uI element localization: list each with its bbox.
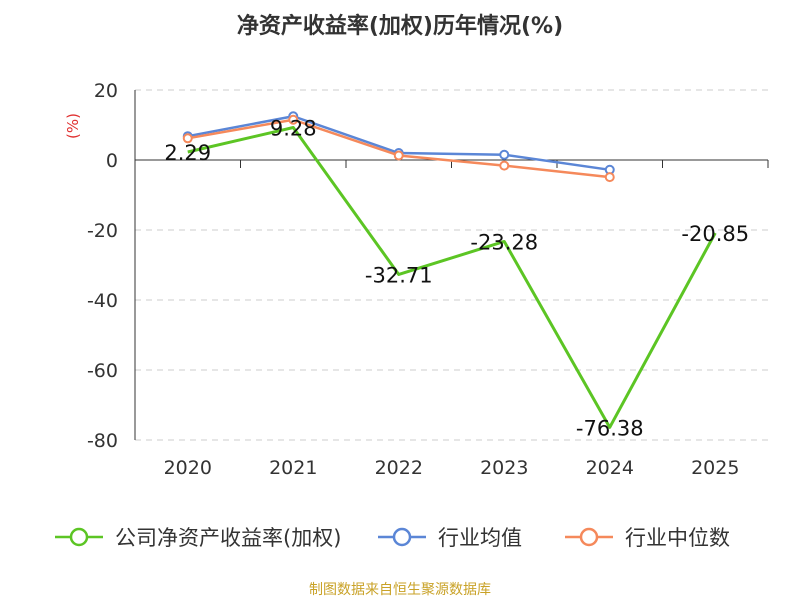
data-label: -32.71 [365,263,433,287]
legend-marker-1 [392,527,412,547]
chart-title: 净资产收益率(加权)历年情况(%) [237,13,563,39]
legend-label-1: 行业均值 [438,526,522,550]
data-label: 9.28 [270,117,317,141]
series-point-1-3 [499,149,510,160]
series-line-0 [187,126,717,429]
series-point-2-4 [604,172,615,183]
data-label-layer: 2.29 9.28 -32.71 -23.28 -76.38 -20.85 [164,117,749,441]
series-line-1 [187,115,610,172]
x-tick-label: 2023 [480,457,528,479]
legend-label-2: 行业中位数 [625,526,730,550]
data-label: -76.38 [576,416,644,440]
series-point-2-3 [499,160,510,171]
x-tick-label: 2021 [269,457,317,479]
series-point-2-0 [182,133,193,144]
axis-layer: 20 0 -20 -40 -60 -80 2020 2021 2022 2023 2024 2025 [87,80,769,479]
legend-label-0: 公司净资产收益率(加权) [115,526,341,550]
series-point-2-1 [288,114,299,125]
legend: 公司净资产收益率(加权) 行业均值 行业中位数 [55,526,730,550]
data-label: -23.28 [470,230,538,254]
y-tick-label: -40 [87,290,118,312]
x-tick-label: 2022 [375,457,423,479]
x-tick-label: 2025 [691,457,739,479]
legend-marker-0 [69,527,89,547]
y-tick-label: 20 [94,80,118,102]
data-label: -20.85 [681,222,749,246]
y-tick-label: 0 [106,150,118,172]
y-tick-label: -60 [87,360,118,382]
x-tick-label: 2024 [586,457,634,479]
y-tick-label: -20 [87,220,118,242]
source-note: 制图数据来自恒生聚源数据库 [309,582,491,598]
legend-marker-2 [579,527,599,547]
y-tick-label: -80 [87,430,118,452]
series-layer [182,111,717,429]
y-axis-label: (%) [64,113,82,139]
x-tick-label: 2020 [164,457,212,479]
data-label: 2.29 [164,141,211,165]
series-point-2-2 [393,150,404,161]
